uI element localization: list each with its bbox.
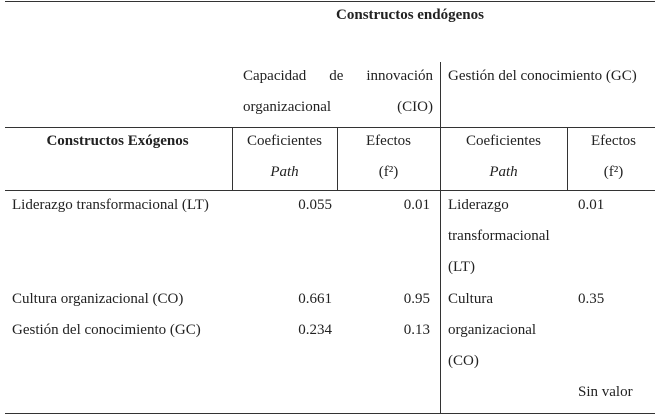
label: Coeficientes [466,133,541,149]
rule [5,190,655,191]
label: Path [489,164,518,180]
cell: 0.01 [403,197,430,213]
label: Efectos [366,133,411,149]
divider [337,127,338,190]
column-header: Efectos (f²) [337,126,440,188]
rule [5,1,655,2]
cell: 0.055 [298,197,332,213]
label: Path [270,164,299,180]
column-header: Coeficientes Path [232,126,337,188]
divider [567,127,568,190]
cell: Cultura organizacional (CO) [12,291,184,307]
rule [5,127,655,128]
divider [440,62,441,413]
group-header: Gestión del conocimiento (GC) [448,68,637,84]
rule [5,413,655,414]
cell: Cultura organizacional (CO) [448,291,537,369]
cell: Liderazgo transformacional (LT) [448,197,550,275]
column-header: Efectos (f²) [567,126,660,188]
label: Efectos [591,133,636,149]
cell: 0.95 [403,291,430,307]
cell: 0.35 [578,291,605,307]
row-header: Constructos Exógenos [46,133,189,149]
label: Coeficientes [247,133,322,149]
cell: 0.01 [578,197,605,213]
group-header: Capacidad de innovación organizacional (… [243,68,433,115]
note: Sin valor [578,384,633,400]
label: (f²) [603,164,624,180]
column-header: Coeficientes Path [440,126,567,188]
label: (f²) [378,164,399,180]
cell: Gestión del conocimiento (GC) [12,322,201,338]
title: Constructos endógenos [336,7,484,23]
divider [232,127,233,190]
cell: 0.661 [298,291,332,307]
cell: Liderazgo transformacional (LT) [12,197,209,213]
cell: 0.234 [298,322,332,338]
cell: 0.13 [403,322,430,338]
